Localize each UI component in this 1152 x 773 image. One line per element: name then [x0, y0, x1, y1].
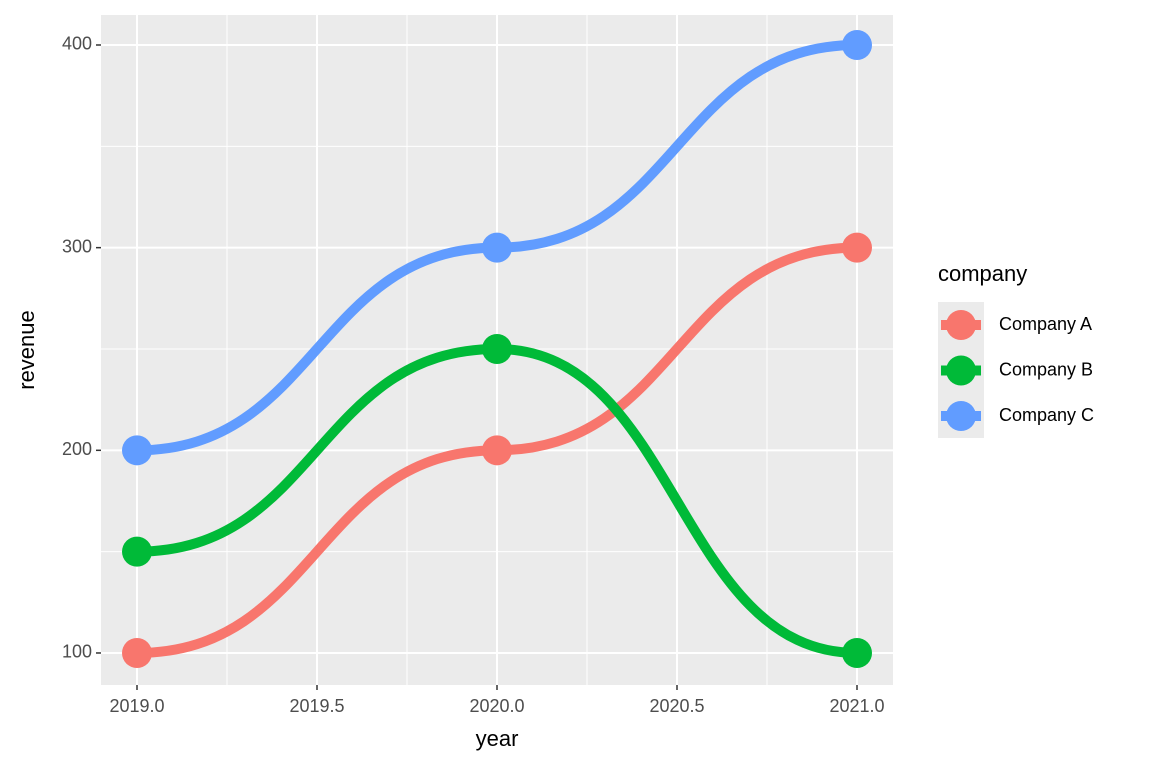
point [482, 232, 512, 263]
point [842, 29, 872, 60]
legend-label: Company C [999, 405, 1094, 425]
x-tick-label: 2019.5 [289, 696, 344, 716]
x-tick-label: 2020.5 [649, 696, 704, 716]
legend-key-point [946, 355, 976, 386]
point [842, 637, 872, 668]
y-tick-label: 300 [62, 236, 92, 256]
y-axis-title: revenue [14, 310, 39, 390]
point [122, 536, 152, 567]
legend-label: Company B [999, 359, 1093, 379]
x-tick-label: 2021.0 [829, 696, 884, 716]
point [482, 333, 512, 364]
point [842, 232, 872, 263]
legend-title: company [938, 261, 1027, 286]
point [122, 435, 152, 466]
y-tick-label: 400 [62, 34, 92, 54]
y-tick-label: 200 [62, 439, 92, 459]
x-tick-label: 2020.0 [469, 696, 524, 716]
point [122, 637, 152, 668]
y-tick-label: 100 [62, 642, 92, 662]
x-tick-label: 2019.0 [109, 696, 164, 716]
x-axis-title: year [476, 726, 519, 751]
legend-key-point [946, 401, 976, 431]
legend-key-point [946, 310, 976, 340]
point [482, 435, 512, 466]
legend-label: Company A [999, 314, 1092, 334]
